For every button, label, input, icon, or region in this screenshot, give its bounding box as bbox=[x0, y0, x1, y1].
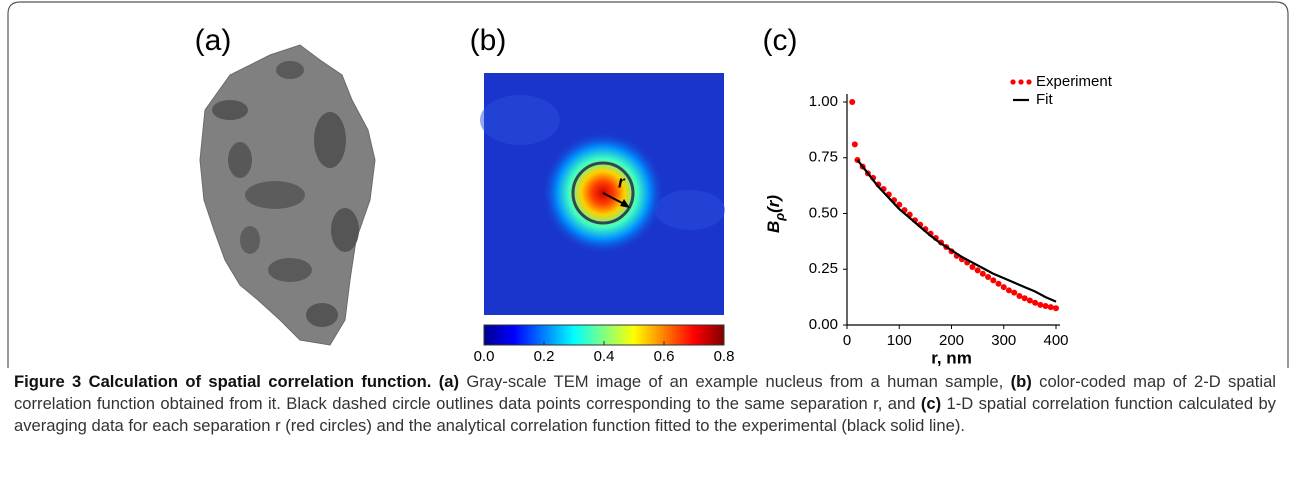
caption-run: 1-D spatial correlation function calcula… bbox=[14, 394, 1276, 435]
radius-label: r bbox=[618, 172, 626, 191]
caption-run: Figure 3 Calculation of spatial correlat… bbox=[14, 372, 432, 391]
caption: Figure 3 Calculation of spatial correlat… bbox=[14, 371, 1276, 437]
x-tick-label: 400 bbox=[1043, 332, 1068, 349]
data-point bbox=[974, 267, 981, 274]
legend-swatch bbox=[1018, 79, 1024, 85]
legend-label: Fit bbox=[1036, 91, 1053, 108]
x-tick-label: 0 bbox=[843, 332, 851, 349]
y-tick-label: 0.50 bbox=[809, 204, 838, 221]
colorbar-tick-label: 0.8 bbox=[714, 348, 735, 365]
x-axis-title: r, nm bbox=[931, 348, 972, 367]
data-point bbox=[1032, 299, 1039, 306]
y-axis-title-part: B bbox=[764, 221, 783, 233]
caption-run: (b) bbox=[1010, 372, 1032, 391]
caption-run: Gray-scale TEM image of an example nucle… bbox=[459, 372, 1011, 391]
data-point bbox=[1026, 297, 1033, 304]
data-point bbox=[979, 270, 986, 277]
data-point bbox=[1037, 301, 1044, 308]
data-point bbox=[1053, 305, 1059, 312]
panel-label: (c) bbox=[763, 24, 798, 57]
figure-border bbox=[7, 1, 1289, 368]
data-point bbox=[969, 264, 976, 271]
caption-run: (a) bbox=[438, 372, 460, 391]
data-point bbox=[1005, 287, 1012, 294]
y-tick-label: 0.00 bbox=[809, 316, 838, 333]
legend-label: Experiment bbox=[1036, 73, 1113, 90]
caption-run: (c) bbox=[920, 394, 942, 413]
figure-panels: (a) (b) (c) r 0.0 0.2 0.4 0.6 0.8 0.00 0.25 0.5… bbox=[7, 1, 1289, 368]
colorbar-tick-label: 0.2 bbox=[534, 348, 555, 365]
data-point bbox=[1042, 303, 1049, 310]
y-tick-label: 0.25 bbox=[809, 260, 838, 277]
data-point bbox=[1021, 295, 1028, 302]
correlation-map bbox=[480, 73, 725, 315]
colorbar-tick-label: 0.0 bbox=[474, 348, 495, 365]
data-point bbox=[851, 141, 858, 148]
fit-line bbox=[856, 159, 1057, 303]
y-tick-label: 0.75 bbox=[809, 149, 838, 166]
legend-swatch bbox=[1010, 79, 1016, 85]
colorbar-tick-label: 0.6 bbox=[654, 348, 675, 365]
data-point bbox=[985, 274, 992, 281]
data-point bbox=[1047, 304, 1054, 311]
x-tick-label: 100 bbox=[887, 332, 912, 349]
data-point bbox=[990, 277, 997, 284]
data-point bbox=[1000, 284, 1007, 291]
y-axis-title-part: ρ bbox=[772, 213, 787, 222]
data-point bbox=[1011, 289, 1018, 296]
caption-run: color-coded map of 2-D spatial correlati… bbox=[14, 372, 1276, 413]
legend-swatch bbox=[1026, 79, 1032, 85]
x-tick-label: 200 bbox=[939, 332, 964, 349]
y-tick-label: 1.00 bbox=[809, 93, 838, 110]
panel-label: (a) bbox=[195, 24, 232, 57]
y-axis-title: Bρ(r) bbox=[764, 195, 787, 233]
colorbar-tick-label: 0.4 bbox=[594, 348, 615, 365]
data-point bbox=[995, 280, 1002, 287]
caption-run bbox=[431, 372, 438, 391]
y-axis-title-part: (r) bbox=[764, 195, 783, 213]
data-point bbox=[1016, 293, 1023, 300]
data-point bbox=[849, 99, 856, 105]
x-tick-label: 300 bbox=[991, 332, 1016, 349]
panel-label: (b) bbox=[470, 24, 507, 57]
tem-image bbox=[199, 44, 376, 346]
